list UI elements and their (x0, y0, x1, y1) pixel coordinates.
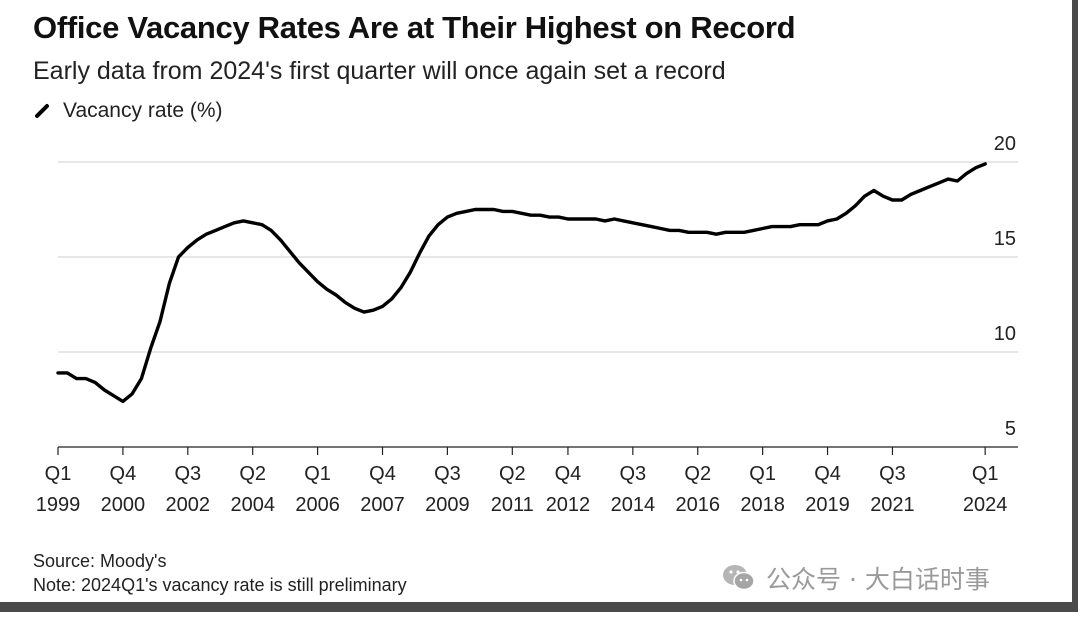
x-tick-year-2018: 2018 (740, 494, 785, 516)
x-tick-quarter-Q4-2012: Q4 (555, 463, 582, 485)
x-tick-year-2014: 2014 (611, 494, 656, 516)
x-tick-quarter-Q2-2004: Q2 (239, 463, 266, 485)
x-tick-quarter-Q4-2000: Q4 (110, 463, 137, 485)
series-line-0 (56, 162, 987, 404)
x-tick-year-1999: 1999 (36, 494, 81, 516)
watermark-text: 公众号 · 大白话时事 (766, 565, 990, 594)
x-tick-quarter-Q3-2009: Q3 (434, 463, 461, 485)
y-tick-label-10: 10 (994, 323, 1016, 345)
chart-subtitle: Early data from 2024's first quarter wil… (33, 57, 726, 85)
preliminary-note: Note: 2024Q1's vacancy rate is still pre… (33, 575, 407, 595)
x-tick-quarter-Q1-1999: Q1 (45, 463, 72, 485)
x-tick-quarter-Q4-2019: Q4 (814, 463, 841, 485)
x-tick-year-2016: 2016 (675, 494, 720, 516)
y-tick-label-5: 5 (1005, 418, 1016, 440)
x-tick-year-2021: 2021 (870, 494, 915, 516)
x-tick-year-2000: 2000 (101, 494, 146, 516)
x-tick-quarter-Q2-2011: Q2 (499, 463, 526, 485)
x-tick-year-2006: 2006 (295, 494, 340, 516)
y-tick-label-15: 15 (994, 228, 1016, 250)
x-tick-quarter-Q1-2006: Q1 (304, 463, 331, 485)
x-tick-year-2002: 2002 (166, 494, 211, 516)
x-tick-year-2024: 2024 (963, 494, 1008, 516)
watermark: 公众号 · 大白话时事 (722, 560, 990, 596)
source-note: Source: Moody's (33, 551, 167, 571)
legend-label: Vacancy rate (%) (63, 99, 223, 122)
x-tick-quarter-Q4-2007: Q4 (369, 463, 396, 485)
x-tick-year-2009: 2009 (425, 494, 470, 516)
x-tick-quarter-Q2-2016: Q2 (684, 463, 711, 485)
x-tick-quarter-Q1-2018: Q1 (749, 463, 776, 485)
x-tick-quarter-Q3-2021: Q3 (879, 463, 906, 485)
x-tick-quarter-Q3-2002: Q3 (174, 463, 201, 485)
x-tick-year-2012: 2012 (546, 494, 591, 516)
chart-title: Office Vacancy Rates Are at Their Highes… (33, 10, 796, 45)
x-tick-year-2007: 2007 (360, 494, 405, 516)
wechat-icon (722, 564, 756, 592)
x-tick-year-2011: 2011 (491, 494, 534, 516)
x-tick-year-2004: 2004 (230, 494, 275, 516)
x-tick-year-2019: 2019 (805, 494, 850, 516)
x-tick-quarter-Q3-2014: Q3 (619, 463, 646, 485)
legend: Vacancy rate (%) (33, 99, 223, 123)
x-tick-quarter-Q1-2024: Q1 (972, 463, 999, 485)
y-tick-label-20: 20 (994, 133, 1016, 155)
